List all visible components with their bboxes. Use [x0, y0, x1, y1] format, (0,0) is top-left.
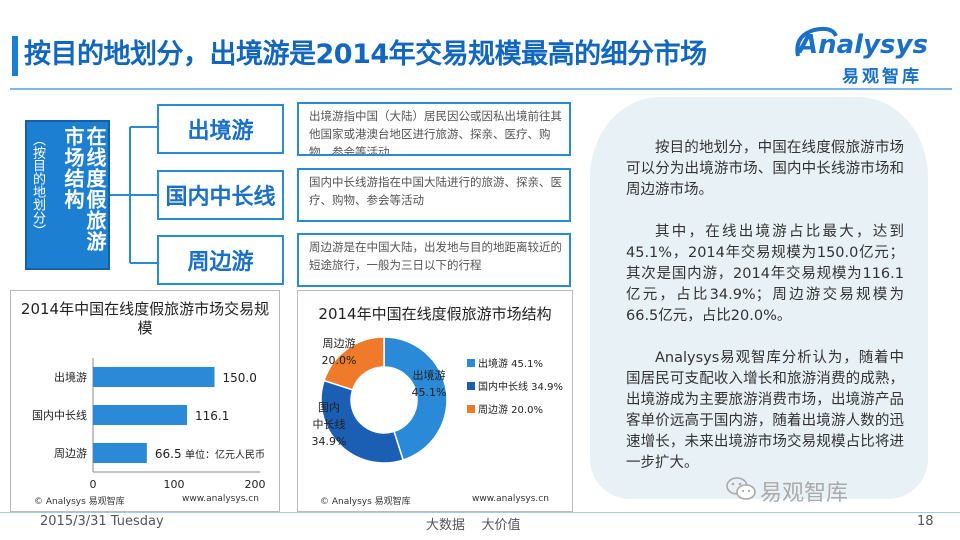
logo-main: nalysys [818, 30, 928, 60]
bar-x-tick-label: 100 [164, 478, 185, 491]
bar-x-tick-label: 200 [245, 478, 266, 491]
bar-value-label: 116.1 [195, 409, 229, 423]
title-accent-bar [12, 36, 18, 76]
bar-chart: 出境游 150.0 国内中长线 116.1 周边游 66.5 0 100 200 单位：亿元人民币 [32, 358, 266, 491]
category-desc-outbound: 出境游指中国（大陆）居民因公或因私出境前往其他国家或港澳台地区进行旅游、探亲、医… [297, 102, 571, 156]
page-title: 按目的地划分，出境游是2014年交易规模最高的细分市场 [24, 39, 707, 70]
summary-paragraph: 其中，在线出境游占比最大，达到45.1%，2014年交易规模为150.0亿元；其… [626, 224, 904, 324]
watermark-brand: 易观智库 [760, 481, 849, 506]
category-label: 周边游 [187, 250, 254, 275]
pie-slice-label: 中长线 [313, 417, 346, 431]
bar-category-label: 周边游 [54, 447, 87, 460]
category-box-outbound: 出境游 [157, 104, 284, 154]
category-box-nearby: 周边游 [157, 235, 284, 285]
bar-x-tick-label: 0 [90, 478, 97, 491]
pie-chart-website: www.analysys.cn [472, 494, 549, 504]
bar-chart-copyright: © Analysys 易观智库 [34, 497, 125, 507]
logo-wordmark: Analysys [798, 30, 928, 60]
category-box-domestic-long: 国内中长线 [157, 170, 284, 220]
header-divider [10, 88, 952, 90]
bar-category-label: 国内中长线 [32, 408, 87, 422]
bar-chart-panel [10, 290, 280, 512]
summary-text: 按目的地划分，中国在线度假旅游市场可以分为出境游市场、国内中长线游市场和周边游市… [626, 138, 904, 495]
pie-slice-label: 周边游 [323, 337, 356, 350]
pie-chart-copyright: © Analysys 易观智库 [320, 497, 411, 507]
pie-slice-label: 20.0% [322, 354, 357, 367]
bar-value-label: 150.0 [223, 371, 257, 385]
pie-slice-label: 45.1% [412, 386, 447, 399]
category-description: 周边游是在中国大陆，出发地与目的地距离较近的短途旅行，一般为三日以下的行程 [309, 240, 562, 272]
footer-tagline: 大数据 大价值 [426, 518, 521, 533]
category-desc-domestic-long: 国内中长线游指在中国大陆进行的旅游、探亲、医疗、购物、参会等活动 [297, 168, 571, 222]
summary-panel [590, 97, 928, 499]
page-number: 18 [917, 514, 934, 529]
structure-connector [110, 126, 158, 264]
bar-chart-title: 2014年中国在线度假旅游市场交易规模 [20, 300, 270, 337]
logo-subtitle: 易观智库 [842, 67, 922, 87]
pie-legend-swatch [467, 382, 475, 390]
pie-slice-label: 34.9% [312, 435, 347, 448]
summary-paragraph: 按目的地划分，中国在线度假旅游市场可以分为出境游市场、国内中长线游市场和周边游市… [626, 140, 904, 198]
bar-chart-website: www.analysys.cn [182, 494, 259, 504]
pie-legend-label: 出境游 45.1% [478, 357, 543, 370]
pie-slice [383, 336, 448, 461]
category-description: 出境游指中国（大陆）居民因公或因私出境前往其他国家或港澳台地区进行旅游、探亲、医… [309, 109, 562, 156]
category-description: 国内中长线游指在中国大陆进行的旅游、探亲、医疗、购物、参会等活动 [309, 175, 562, 207]
structure-root-subtitle: （按目的地划分） [30, 133, 45, 237]
bar [93, 405, 188, 425]
pie-legend-swatch [467, 359, 475, 367]
wechat-icon [726, 477, 756, 500]
logo-initial: A [798, 30, 819, 60]
footer-divider [0, 512, 960, 513]
structure-root-title: 在线度假旅游市场结构 [61, 126, 107, 252]
summary-paragraph: Analysys易观智库分析认为，随着中国居民可支配收入增长和旅游消费的成熟，出… [626, 350, 904, 471]
category-label: 国内中长线 [165, 185, 276, 210]
logo-swoosh-icon [795, 26, 838, 57]
pie-chart: 出境游 45.1% 国内中长线 34.9% 周边游 20.0% 出境游 45.1% 国内中长线… [312, 336, 563, 464]
bar-value-label: 66.5 [155, 447, 182, 461]
bar [93, 443, 147, 463]
category-label: 出境游 [187, 119, 254, 144]
pie-slice [323, 336, 385, 391]
pie-legend-label: 国内中长线 34.9% [478, 380, 563, 393]
bar [93, 367, 215, 387]
bar-category-label: 出境游 [54, 370, 87, 384]
bar-chart-unit: 单位：亿元人民币 [185, 448, 265, 461]
pie-slice-label: 出境游 [413, 368, 446, 382]
category-desc-nearby: 周边游是在中国大陆，出发地与目的地距离较近的短途旅行，一般为三日以下的行程 [297, 233, 571, 287]
pie-legend-label: 周边游 20.0% [478, 403, 543, 416]
footer-date: 2015/3/31 Tuesday [40, 514, 164, 529]
pie-slice [320, 379, 405, 464]
structure-root-box [25, 120, 110, 270]
pie-slice-label: 国内 [318, 400, 340, 414]
pie-chart-title: 2014年中国在线度假旅游市场结构 [318, 305, 552, 323]
pie-legend-swatch [467, 405, 475, 413]
